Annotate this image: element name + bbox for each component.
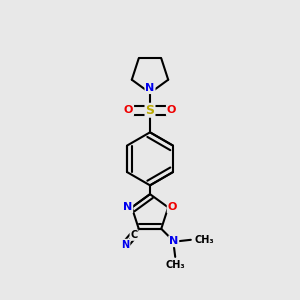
Text: O: O	[167, 105, 176, 115]
Text: N: N	[169, 236, 178, 246]
Text: O: O	[168, 202, 177, 212]
Text: C: C	[130, 230, 138, 240]
Text: CH₃: CH₃	[165, 260, 185, 270]
Text: N: N	[146, 83, 154, 93]
Text: N: N	[122, 240, 130, 250]
Text: O: O	[124, 105, 133, 115]
Text: N: N	[123, 202, 132, 212]
Text: CH₃: CH₃	[194, 235, 214, 245]
Text: S: S	[146, 104, 154, 117]
